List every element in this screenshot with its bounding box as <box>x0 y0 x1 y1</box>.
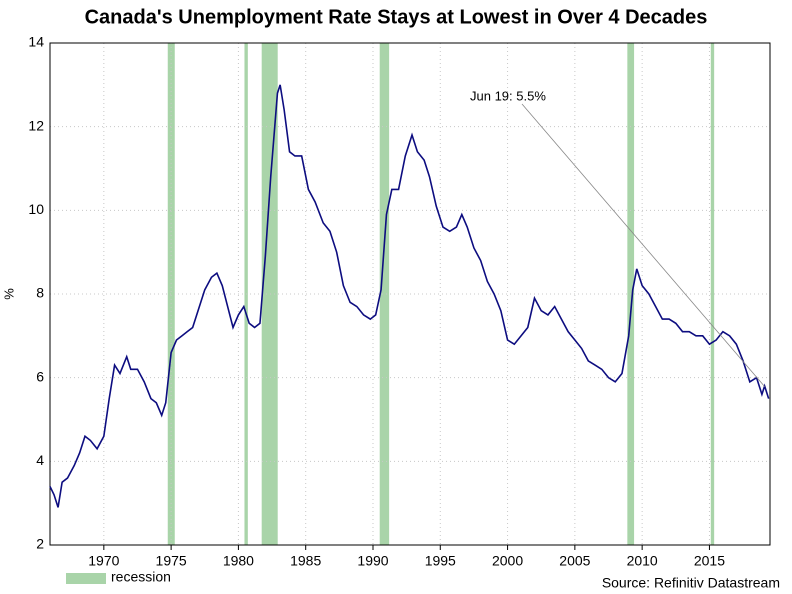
x-tick-label: 1995 <box>425 553 456 569</box>
y-tick-label: 8 <box>36 285 44 301</box>
legend-label: recession <box>111 569 171 585</box>
y-tick-label: 4 <box>36 452 44 468</box>
x-tick-label: 1985 <box>290 553 321 569</box>
recession-band <box>710 43 715 545</box>
y-tick-label: 2 <box>36 536 44 552</box>
x-tick-label: 2015 <box>694 553 725 569</box>
x-tick-label: 2000 <box>492 553 523 569</box>
x-tick-label: 1990 <box>357 553 388 569</box>
y-tick-label: 6 <box>36 368 44 384</box>
x-tick-label: 2005 <box>559 553 590 569</box>
plot-frame <box>49 42 771 546</box>
recession-band <box>261 43 278 545</box>
y-axis-label: % <box>1 288 16 300</box>
annotation-leader <box>521 103 765 387</box>
source: Source: Refinitiv Datastream <box>602 575 780 591</box>
annotation: Jun 19: 5.5% <box>470 88 546 103</box>
recession-band <box>167 43 175 545</box>
x-tick-label: 1980 <box>223 553 254 569</box>
recession-band <box>379 43 390 545</box>
y-tick-label: 10 <box>28 201 44 217</box>
x-tick-label: 2010 <box>627 553 658 569</box>
x-tick-label: 1975 <box>156 553 187 569</box>
y-tick-label: 12 <box>28 117 44 133</box>
x-tick-label: 1970 <box>88 553 119 569</box>
data-line <box>49 84 770 508</box>
chart-title: Canada's Unemployment Rate Stays at Lowe… <box>85 6 708 28</box>
legend-swatch <box>66 573 106 584</box>
y-tick-label: 14 <box>28 34 44 50</box>
